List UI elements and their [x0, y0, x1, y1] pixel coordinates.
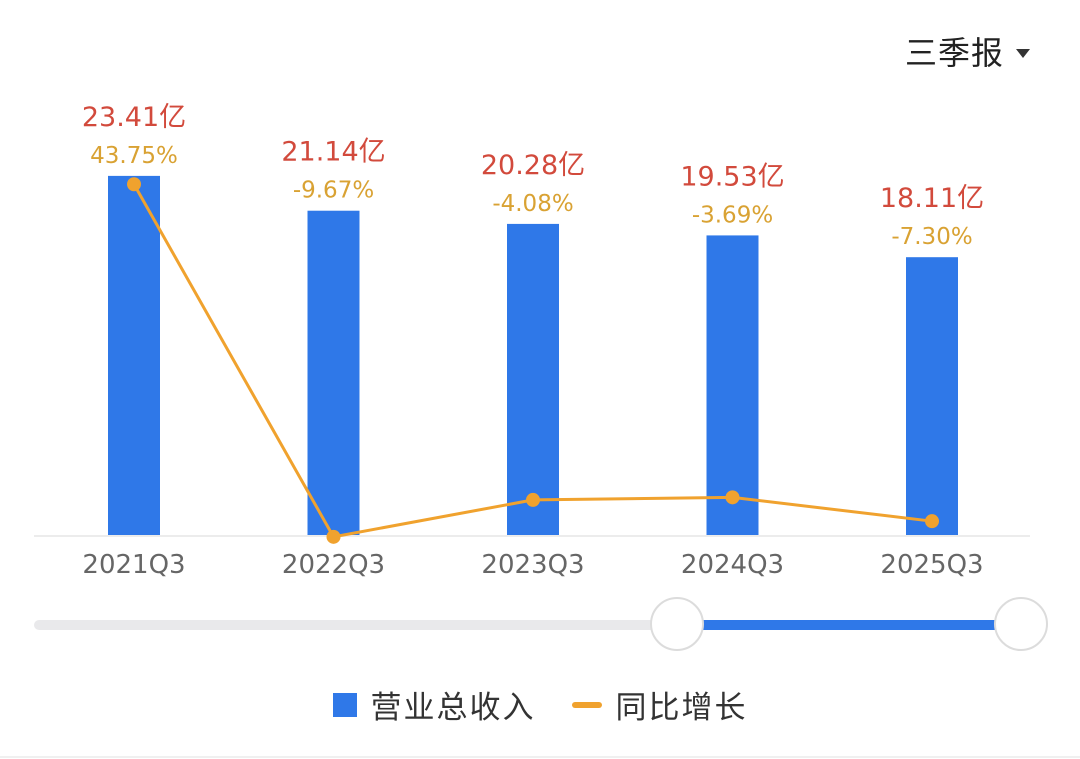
growth-value-label: -3.69% [692, 202, 773, 228]
range-slider[interactable] [34, 596, 1048, 656]
growth-value-label: -4.08% [492, 191, 573, 217]
growth-value-label: -9.67% [293, 178, 374, 204]
revenue-bar [507, 223, 559, 536]
revenue-chart: 23.41亿 43.75% 2021Q3 21.14亿 -9.67% 2022Q3 20.2… [34, 102, 1030, 580]
divider [0, 756, 1080, 758]
growth-point [127, 177, 141, 192]
legend-bar-swatch [332, 692, 357, 717]
revenue-bar [906, 257, 958, 535]
growth-point [526, 492, 540, 507]
legend-item-revenue[interactable]: 营业总收入 [332, 682, 536, 727]
x-tick-label: 2023Q3 [481, 550, 584, 580]
chevron-down-icon [1016, 48, 1031, 58]
x-tick-label: 2022Q3 [282, 550, 385, 580]
revenue-value-label: 23.41亿 [82, 102, 186, 133]
slider-handle-end[interactable] [994, 597, 1048, 651]
x-tick-label: 2024Q3 [681, 550, 784, 580]
report-period-dropdown[interactable]: 三季报 [905, 28, 1031, 74]
revenue-value-label: 18.11亿 [880, 183, 984, 214]
x-tick-label: 2021Q3 [82, 550, 185, 580]
legend-label-revenue: 营业总收入 [370, 690, 536, 726]
revenue-value-label: 20.28亿 [481, 150, 585, 181]
legend-label-growth: 同比增长 [615, 690, 748, 726]
growth-point [925, 514, 939, 529]
growth-value-label: 43.75% [90, 143, 178, 169]
legend-line-swatch [571, 701, 602, 708]
revenue-value-label: 19.53亿 [680, 161, 784, 192]
revenue-value-label: 21.14亿 [281, 137, 385, 168]
revenue-bar [108, 175, 160, 535]
slider-track[interactable] [34, 620, 1048, 630]
legend-item-growth[interactable]: 同比增长 [571, 682, 748, 727]
growth-point [326, 529, 341, 544]
revenue-bar [706, 235, 759, 536]
report-period-label: 三季报 [905, 34, 1005, 72]
chart-legend: 营业总收入 同比增长 [0, 682, 1080, 727]
slider-selected-range[interactable] [677, 620, 1021, 630]
revenue-bar [307, 210, 360, 535]
slider-handle-start[interactable] [650, 597, 704, 651]
growth-value-label: -7.30% [891, 224, 972, 250]
x-tick-label: 2025Q3 [880, 550, 983, 580]
growth-point [725, 490, 740, 505]
